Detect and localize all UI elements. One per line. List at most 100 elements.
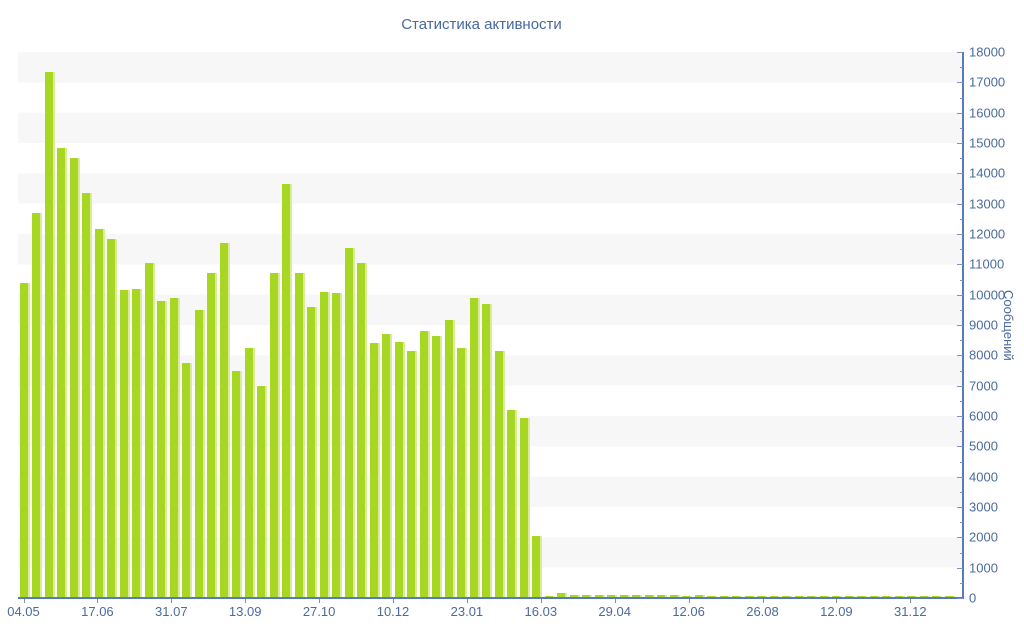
y-minor-tick xyxy=(960,279,963,281)
bar xyxy=(482,303,492,598)
x-tick xyxy=(97,598,99,603)
y-major-tick xyxy=(957,446,963,448)
bar xyxy=(407,350,417,598)
y-minor-tick xyxy=(960,249,963,251)
y-tick-label: 1000 xyxy=(969,560,998,576)
y-minor-tick xyxy=(960,158,963,160)
y-major-tick xyxy=(957,234,963,235)
bar xyxy=(369,343,380,598)
y-major-tick xyxy=(957,385,963,387)
y-major-tick xyxy=(957,537,963,539)
y-minor-tick xyxy=(960,67,963,69)
y-tick-label: 13000 xyxy=(969,196,1006,212)
bar xyxy=(507,409,517,598)
y-minor-tick xyxy=(960,309,963,311)
y-tick-label: 0 xyxy=(969,590,977,606)
y-major-tick xyxy=(957,325,963,326)
bar xyxy=(32,212,42,598)
y-tick-label: 12000 xyxy=(969,226,1006,242)
chart-title: Статистика активности xyxy=(401,16,562,33)
y-minor-tick xyxy=(960,340,963,342)
x-tick xyxy=(319,598,321,603)
bar xyxy=(207,273,217,598)
y-major-tick xyxy=(957,567,963,569)
bar xyxy=(107,238,117,598)
y-major-tick xyxy=(957,476,963,478)
bar xyxy=(69,158,80,598)
y-tick-label: 6000 xyxy=(969,408,998,424)
bar xyxy=(244,347,255,598)
bar xyxy=(619,594,630,598)
y-tick-label: 16000 xyxy=(969,105,1006,121)
bar xyxy=(182,362,192,598)
bar xyxy=(94,229,105,598)
y-major-tick xyxy=(957,355,963,357)
bar xyxy=(394,341,405,598)
bar xyxy=(419,331,430,598)
x-tick xyxy=(910,598,912,603)
x-tick xyxy=(540,598,542,603)
x-tick xyxy=(762,598,764,603)
bar xyxy=(132,288,142,598)
x-tick xyxy=(836,598,838,603)
bar xyxy=(519,417,530,598)
y-major-tick xyxy=(957,203,963,205)
y-major-tick xyxy=(957,416,963,417)
bar xyxy=(219,243,230,598)
x-tick xyxy=(393,598,394,603)
x-tick xyxy=(466,598,468,603)
bar xyxy=(232,370,242,598)
y-tick-label: 7000 xyxy=(969,378,998,394)
y-minor-tick xyxy=(960,552,963,554)
bar xyxy=(194,309,205,598)
y-tick-label: 18000 xyxy=(969,44,1006,60)
y-tick-label: 17000 xyxy=(969,74,1006,90)
x-tick-label: 13.09 xyxy=(228,604,262,619)
y-minor-tick xyxy=(960,491,963,493)
bar xyxy=(282,183,292,598)
y-minor-tick xyxy=(960,461,963,463)
y-major-tick xyxy=(957,294,963,296)
y-tick-label: 3000 xyxy=(969,499,998,515)
bar xyxy=(357,262,367,598)
y-minor-tick xyxy=(960,370,963,372)
bar xyxy=(169,297,180,598)
y-minor-tick xyxy=(960,582,963,584)
x-tick-label: 16.03 xyxy=(524,604,558,619)
bar xyxy=(594,594,605,598)
x-tick-label: 12.09 xyxy=(820,604,853,619)
y-major-tick xyxy=(957,143,963,144)
y-major-tick xyxy=(957,598,963,599)
y-major-tick xyxy=(957,264,963,266)
bar xyxy=(432,335,442,598)
bar xyxy=(557,592,567,598)
x-tick-label: 29.04 xyxy=(598,604,631,619)
bar xyxy=(332,293,342,598)
bar xyxy=(119,290,130,598)
x-tick-label: 26.08 xyxy=(746,604,779,619)
bar xyxy=(44,71,55,598)
y-major-tick xyxy=(957,112,963,114)
y-major-tick xyxy=(957,173,963,175)
y-minor-tick xyxy=(960,400,963,402)
y-axis-line xyxy=(962,52,964,599)
y-tick-label: 9000 xyxy=(969,317,998,333)
x-tick xyxy=(23,598,25,603)
y-tick-label: 4000 xyxy=(969,469,998,485)
y-tick-label: 8000 xyxy=(969,347,998,363)
bar xyxy=(444,320,455,598)
y-minor-tick xyxy=(960,522,963,524)
y-minor-tick xyxy=(960,97,963,99)
bar xyxy=(382,334,392,598)
bar xyxy=(569,594,580,598)
y-minor-tick xyxy=(960,188,963,190)
x-tick xyxy=(245,598,247,603)
bar xyxy=(469,297,480,598)
bar xyxy=(82,193,92,598)
x-tick-label: 12.06 xyxy=(672,604,705,619)
bar xyxy=(457,347,467,598)
bar xyxy=(57,147,67,598)
bar xyxy=(294,273,305,598)
bar xyxy=(144,262,155,598)
